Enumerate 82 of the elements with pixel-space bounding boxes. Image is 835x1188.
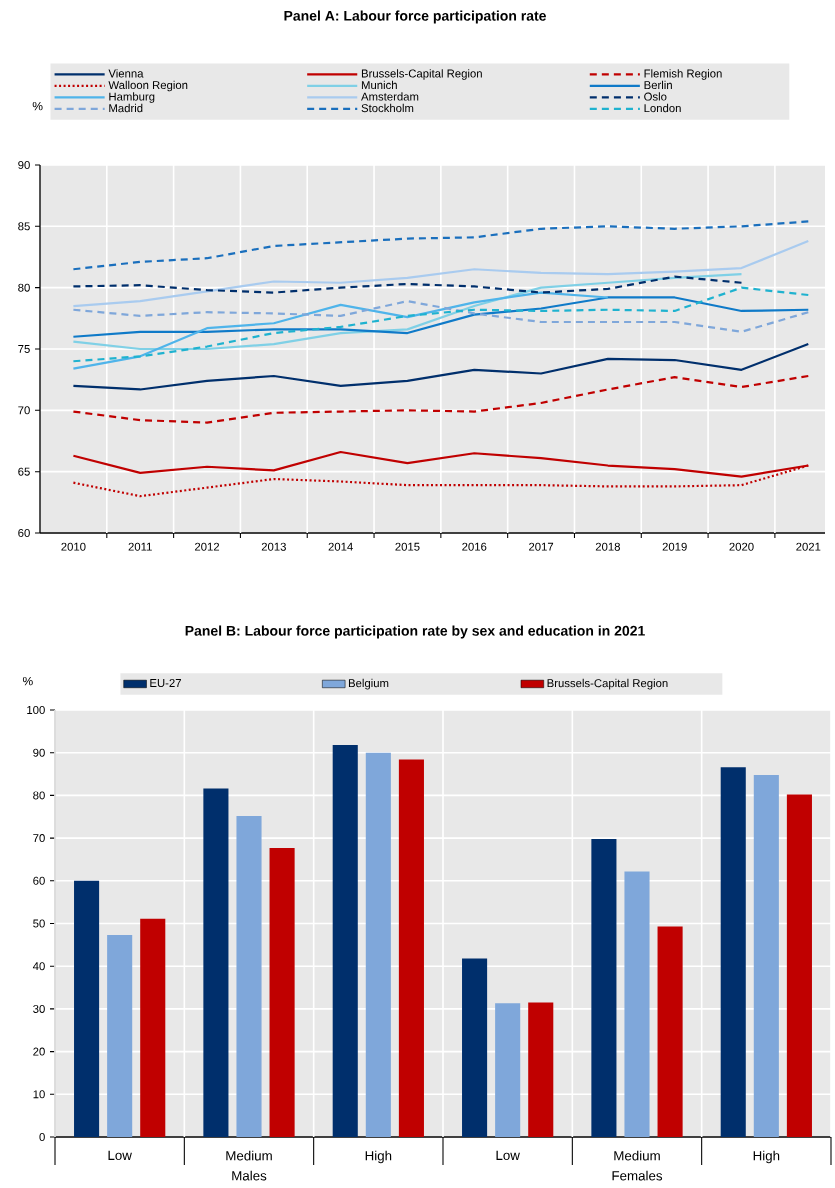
bar — [786, 794, 812, 1137]
x-tick-label: 2020 — [729, 542, 754, 551]
x-tick-label: 2019 — [662, 542, 687, 551]
y-tick-label: 60 — [18, 528, 30, 537]
line-series — [72, 291, 609, 370]
legend-label: Brussels-Capital Region — [361, 69, 482, 80]
x-tick-label: 2015 — [395, 542, 420, 551]
line-series — [72, 286, 810, 363]
legend-label: Berlin — [644, 80, 672, 90]
y-tick-label: 65 — [18, 467, 30, 476]
legend-label: Walloon Region — [108, 80, 188, 92]
x-tick-label: High — [753, 1150, 779, 1164]
chart-title: Panel A: Labour force participation rate — [284, 10, 546, 24]
bar — [624, 871, 650, 1137]
x-tick-label: High — [365, 1150, 391, 1164]
line-series — [72, 374, 810, 424]
line-series — [72, 273, 743, 351]
y-tick-label: 30 — [32, 1004, 45, 1013]
x-tick-label: 2018 — [595, 542, 620, 551]
y-tick-label: 90 — [33, 748, 45, 757]
bar — [461, 958, 487, 1137]
x-tick-label: 2016 — [462, 542, 487, 551]
bar — [269, 847, 295, 1137]
bar — [332, 745, 358, 1137]
legend-label: Munich — [361, 80, 397, 90]
text: Males — [232, 1170, 267, 1181]
text: Females — [612, 1170, 662, 1181]
x-tick-label: 2012 — [194, 542, 219, 551]
legend-label: Brussels-Capital Region — [547, 678, 668, 690]
x-tick-label: Low — [496, 1150, 520, 1160]
bar — [236, 815, 262, 1137]
y-axis-title: % — [22, 676, 33, 686]
legend-label: Flemish Region — [644, 69, 722, 80]
x-tick-label: 2017 — [528, 542, 553, 551]
y-tick-label: 100 — [27, 705, 45, 714]
legend-label: EU-27 — [150, 679, 181, 688]
legend-label: Madrid — [109, 103, 143, 113]
x-tick-label: 2021 — [796, 542, 821, 551]
line-series — [72, 275, 743, 294]
legend-label: Stockholm — [361, 103, 413, 113]
bar — [591, 838, 617, 1137]
line-series — [72, 239, 810, 308]
legend-label: Vienna — [108, 69, 144, 78]
y-tick-label: 60 — [33, 876, 45, 885]
line-series — [72, 342, 810, 391]
legend-label: London — [644, 103, 681, 113]
legend-label: Belgium — [348, 678, 389, 690]
bar — [140, 918, 166, 1137]
bar — [657, 926, 683, 1137]
x-tick-label: 2011 — [128, 542, 152, 551]
y-tick-label: 20 — [33, 1047, 45, 1056]
bar — [203, 788, 229, 1137]
y-tick-label: 80 — [18, 283, 30, 292]
bar — [494, 1003, 521, 1137]
y-tick-label: 70 — [33, 834, 45, 843]
y-tick-label: 90 — [18, 160, 30, 169]
y-tick-label: 10 — [33, 1090, 45, 1099]
y-tick-label: 75 — [18, 345, 30, 353]
bar — [528, 1002, 554, 1137]
x-tick-label: Medium — [614, 1150, 660, 1161]
x-tick-label: 2010 — [61, 542, 86, 551]
y-tick-label: 0 — [39, 1132, 45, 1141]
bar — [106, 935, 133, 1137]
chart-title: Panel B: Labour force participation rate by sex and education in 2021 — [185, 625, 645, 639]
y-tick-label: 50 — [32, 919, 45, 928]
bar — [365, 752, 391, 1137]
legend-label: Hamburg — [109, 92, 155, 103]
x-tick-label: Low — [108, 1150, 132, 1160]
x-tick-label: Medium — [226, 1150, 272, 1161]
x-tick-label: 2014 — [328, 542, 353, 551]
legend-label: Amsterdam — [360, 92, 419, 101]
y-tick-label: 80 — [32, 791, 45, 800]
bar — [73, 880, 99, 1137]
bar — [720, 767, 746, 1137]
y-tick-label: 40 — [32, 962, 45, 971]
legend-label: Oslo — [643, 92, 667, 101]
y-tick-label: 70 — [18, 406, 30, 415]
x-tick-label: 2013 — [261, 542, 286, 551]
y-axis-title: % — [32, 101, 43, 111]
y-tick-label: 85 — [18, 222, 30, 231]
bar — [398, 759, 424, 1137]
bar — [753, 774, 779, 1137]
